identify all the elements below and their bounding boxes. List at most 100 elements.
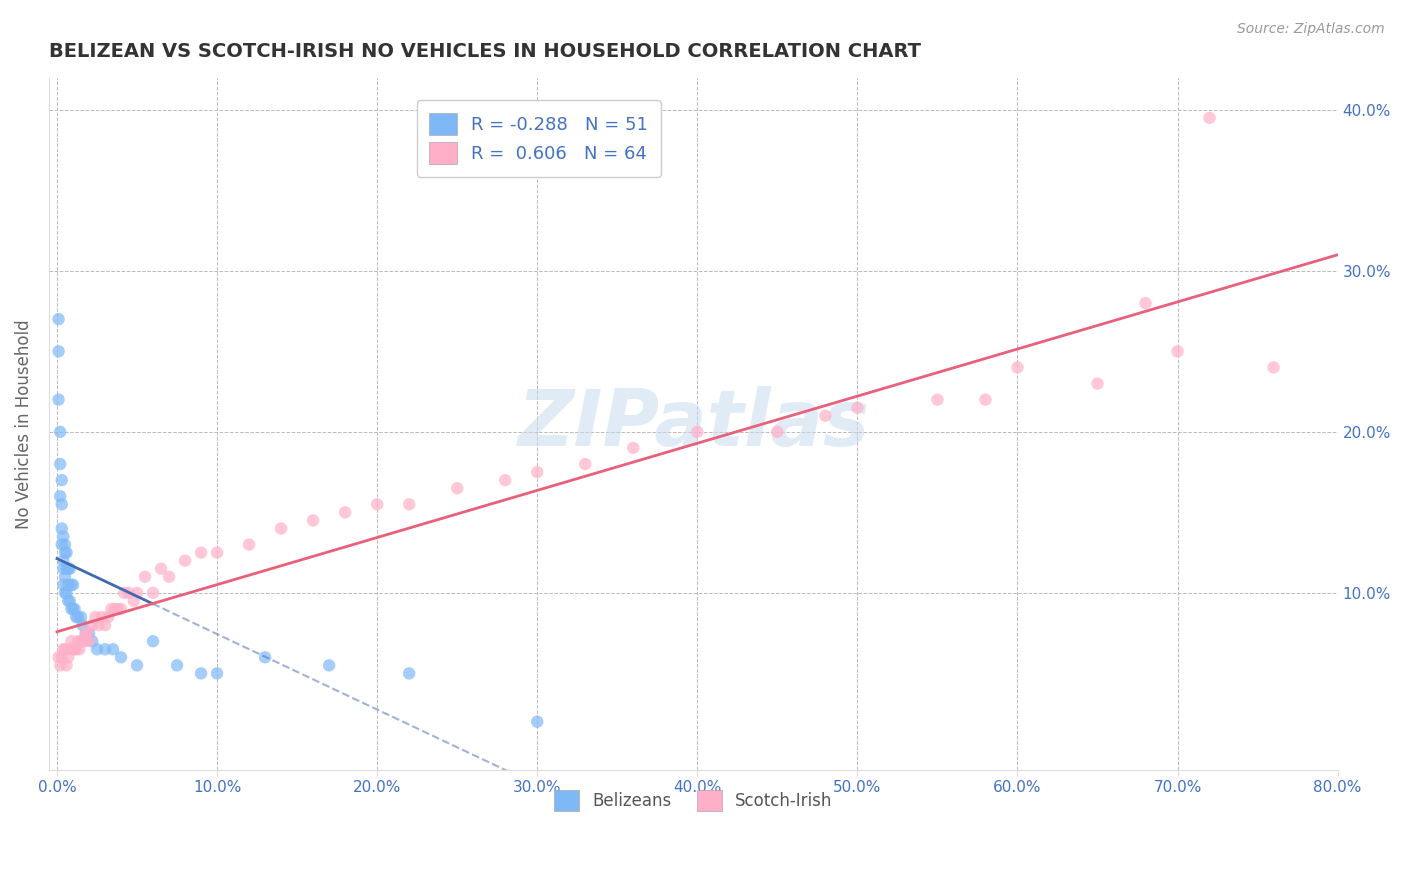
Point [621, 441, 644, 455]
Point [62, 642, 84, 657]
Point [398, 666, 420, 681]
Point [766, 425, 789, 439]
Point [48, 312, 70, 326]
Point [48, 392, 70, 407]
Y-axis label: No Vehicles in Household: No Vehicles in Household [15, 319, 32, 529]
Point [56, 650, 79, 665]
Point [56, 578, 79, 592]
Point [104, 602, 127, 616]
Point [94, 618, 117, 632]
Point [302, 513, 325, 527]
Point [51, 521, 73, 535]
Point [66, 610, 89, 624]
Point [110, 602, 132, 616]
Point [814, 409, 837, 423]
Point [190, 666, 212, 681]
Point [686, 425, 709, 439]
Point [72, 634, 94, 648]
Point [118, 586, 141, 600]
Point [125, 658, 148, 673]
Point [90, 610, 112, 624]
Point [52, 578, 75, 592]
Point [60, 578, 83, 592]
Point [77, 626, 100, 640]
Text: BELIZEAN VS SCOTCH-IRISH NO VEHICLES IN HOUSEHOLD CORRELATION CHART: BELIZEAN VS SCOTCH-IRISH NO VEHICLES IN … [49, 42, 921, 61]
Point [63, 642, 86, 657]
Point [59, 642, 82, 657]
Point [110, 650, 132, 665]
Point [86, 642, 108, 657]
Point [134, 570, 156, 584]
Point [82, 618, 104, 632]
Point [1198, 111, 1220, 125]
Point [65, 610, 87, 624]
Point [53, 537, 76, 551]
Point [142, 586, 165, 600]
Point [1167, 344, 1189, 359]
Point [174, 554, 197, 568]
Point [48, 650, 70, 665]
Point [446, 481, 468, 495]
Point [574, 457, 596, 471]
Point [60, 602, 83, 616]
Point [1135, 296, 1157, 310]
Point [48, 344, 70, 359]
Point [53, 586, 76, 600]
Point [75, 626, 97, 640]
Point [526, 714, 548, 729]
Point [66, 634, 89, 648]
Point [49, 457, 72, 471]
Point [55, 586, 77, 600]
Point [94, 642, 117, 657]
Point [60, 634, 83, 648]
Point [494, 473, 516, 487]
Point [55, 546, 77, 560]
Text: Source: ZipAtlas.com: Source: ZipAtlas.com [1237, 22, 1385, 37]
Point [846, 401, 869, 415]
Point [974, 392, 997, 407]
Point [84, 610, 107, 624]
Point [63, 602, 86, 616]
Point [318, 658, 340, 673]
Point [56, 594, 79, 608]
Point [51, 497, 73, 511]
Point [157, 570, 180, 584]
Point [51, 473, 73, 487]
Point [49, 658, 72, 673]
Point [166, 658, 188, 673]
Point [51, 650, 73, 665]
Point [49, 425, 72, 439]
Point [72, 618, 94, 632]
Point [190, 546, 212, 560]
Point [52, 562, 75, 576]
Point [112, 586, 135, 600]
Point [238, 537, 260, 551]
Point [52, 529, 75, 543]
Point [1087, 376, 1109, 391]
Point [100, 602, 122, 616]
Point [52, 642, 75, 657]
Point [97, 610, 120, 624]
Point [526, 465, 548, 479]
Point [49, 489, 72, 503]
Point [59, 562, 82, 576]
Point [82, 634, 104, 648]
Point [87, 618, 110, 632]
Point [122, 594, 145, 608]
Point [125, 586, 148, 600]
Point [65, 642, 87, 657]
Point [56, 562, 79, 576]
Point [59, 594, 82, 608]
Point [62, 602, 84, 616]
Point [73, 634, 96, 648]
Point [205, 546, 228, 560]
Point [55, 562, 77, 576]
Point [53, 546, 76, 560]
Point [270, 521, 292, 535]
Point [52, 554, 75, 568]
Point [75, 626, 97, 640]
Point [1263, 360, 1285, 375]
Point [77, 634, 100, 648]
Point [254, 650, 277, 665]
Point [927, 392, 949, 407]
